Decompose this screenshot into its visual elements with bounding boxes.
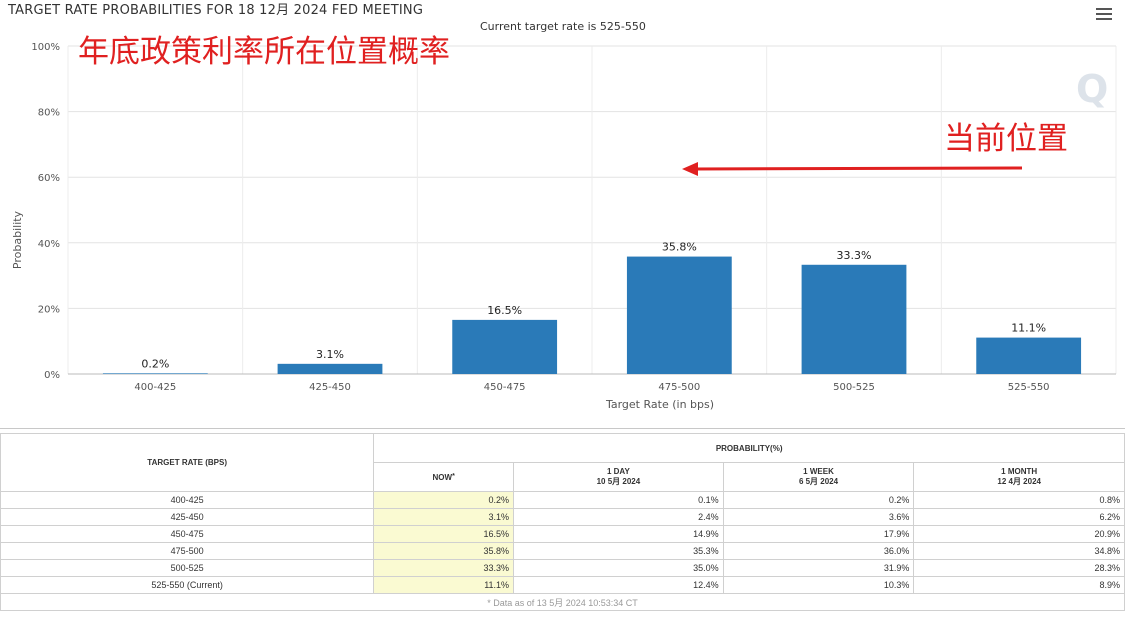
x-tick-label: 500-525 (833, 382, 875, 393)
y-tick-label: 40% (38, 239, 60, 250)
bar (102, 373, 208, 374)
data-label: 16.5% (487, 304, 522, 317)
rate-cell: 525-550 (Current) (0, 576, 375, 594)
probability-table-wrap: TARGET RATE (BPS) PROBABILITY(%) NOW* 1 … (0, 433, 1125, 611)
month-cell: 0.8% (913, 491, 1125, 509)
bar (452, 319, 558, 374)
week-cell: 17.9% (722, 525, 915, 543)
col-header-1-week: 1 WEEK 6 5月 2024 (722, 462, 915, 492)
annotation-arrow-shaft (693, 166, 1023, 171)
rate-header: TARGET RATE (BPS) (0, 433, 375, 492)
x-tick-label: 425-450 (309, 382, 351, 393)
col-header-now: NOW* (373, 462, 515, 492)
y-tick-label: 100% (31, 42, 60, 53)
chart-title: TARGET RATE PROBABILITIES FOR 18 12月 202… (8, 3, 424, 18)
month-cell: 34.8% (913, 542, 1125, 560)
col-header-1-month: 1 MONTH 12 4月 2024 (913, 462, 1125, 492)
day-cell: 2.4% (513, 508, 724, 526)
annotation-arrow-head-icon (682, 162, 698, 176)
bar (277, 363, 383, 374)
bar (976, 337, 1082, 374)
watermark-logo-icon: Q (1076, 67, 1108, 111)
data-timestamp-footnote: * Data as of 13 5月 2024 10:53:34 CT (0, 593, 1125, 611)
now-cell: 11.1% (373, 576, 515, 594)
rate-cell: 450-475 (0, 525, 375, 543)
rate-cell: 400-425 (0, 491, 375, 509)
chart-area: 0% 20% 40% 60% 80% 100% 0.2% 400-425 3.1% 425-450… (0, 3, 1125, 429)
x-tick-label: 475-500 (658, 382, 700, 393)
now-cell: 3.1% (373, 508, 515, 526)
day-cell: 0.1% (513, 491, 724, 509)
week-cell: 10.3% (722, 576, 915, 594)
y-tick-label: 60% (38, 173, 60, 184)
probability-table: TARGET RATE (BPS) PROBABILITY(%) NOW* 1 … (0, 433, 1125, 611)
rate-cell: 425-450 (0, 508, 375, 526)
table-row: 400-425 0.2% 0.1% 0.2% 0.8% (0, 491, 1125, 509)
table-row: 450-475 16.5% 14.9% 17.9% 20.9% (0, 525, 1125, 543)
month-cell: 28.3% (913, 559, 1125, 577)
data-label: 35.8% (662, 241, 697, 254)
data-label: 33.3% (837, 249, 872, 262)
bar-chart: 0% 20% 40% 60% 80% 100% 0.2% 400-425 3.1% 425-450… (11, 42, 1117, 411)
week-cell: 3.6% (722, 508, 915, 526)
bar (801, 264, 907, 374)
now-cell: 16.5% (373, 525, 515, 543)
annotation-current-position: 当前位置 (944, 121, 1068, 157)
chart-subtitle: Current target rate is 525-550 (480, 20, 646, 33)
probability-header: PROBABILITY(%) (373, 433, 1125, 463)
day-cell: 35.3% (513, 542, 724, 560)
now-cell: 0.2% (373, 491, 515, 509)
now-cell: 33.3% (373, 559, 515, 577)
data-label: 0.2% (141, 357, 169, 370)
month-cell: 20.9% (913, 525, 1125, 543)
data-label: 3.1% (316, 348, 344, 361)
day-cell: 12.4% (513, 576, 724, 594)
x-axis-title: Target Rate (in bps) (605, 398, 714, 411)
data-label: 11.1% (1011, 322, 1046, 335)
week-cell: 36.0% (722, 542, 915, 560)
week-cell: 31.9% (722, 559, 915, 577)
rate-cell: 475-500 (0, 542, 375, 560)
y-axis-title: Probability (11, 210, 24, 269)
hamburger-menu-icon[interactable] (1096, 8, 1112, 22)
x-tick-label: 450-475 (484, 382, 526, 393)
y-tick-label: 20% (38, 304, 60, 315)
x-tick-label: 525-550 (1008, 382, 1050, 393)
now-cell: 35.8% (373, 542, 515, 560)
bar (626, 256, 732, 374)
month-cell: 8.9% (913, 576, 1125, 594)
table-row: 475-500 35.8% 35.3% 36.0% 34.8% (0, 542, 1125, 560)
table-row: 425-450 3.1% 2.4% 3.6% 6.2% (0, 508, 1125, 526)
day-cell: 35.0% (513, 559, 724, 577)
annotation-title: 年底政策利率所在位置概率 (78, 34, 450, 70)
y-tick-label: 80% (38, 108, 60, 119)
x-tick-label: 400-425 (134, 382, 176, 393)
month-cell: 6.2% (913, 508, 1125, 526)
day-cell: 14.9% (513, 525, 724, 543)
y-tick-label: 0% (44, 370, 60, 381)
week-cell: 0.2% (722, 491, 915, 509)
col-header-1-day: 1 DAY 10 5月 2024 (513, 462, 724, 492)
table-row: 525-550 (Current) 11.1% 12.4% 10.3% 8.9% (0, 576, 1125, 594)
table-row: 500-525 33.3% 35.0% 31.9% 28.3% (0, 559, 1125, 577)
rate-cell: 500-525 (0, 559, 375, 577)
